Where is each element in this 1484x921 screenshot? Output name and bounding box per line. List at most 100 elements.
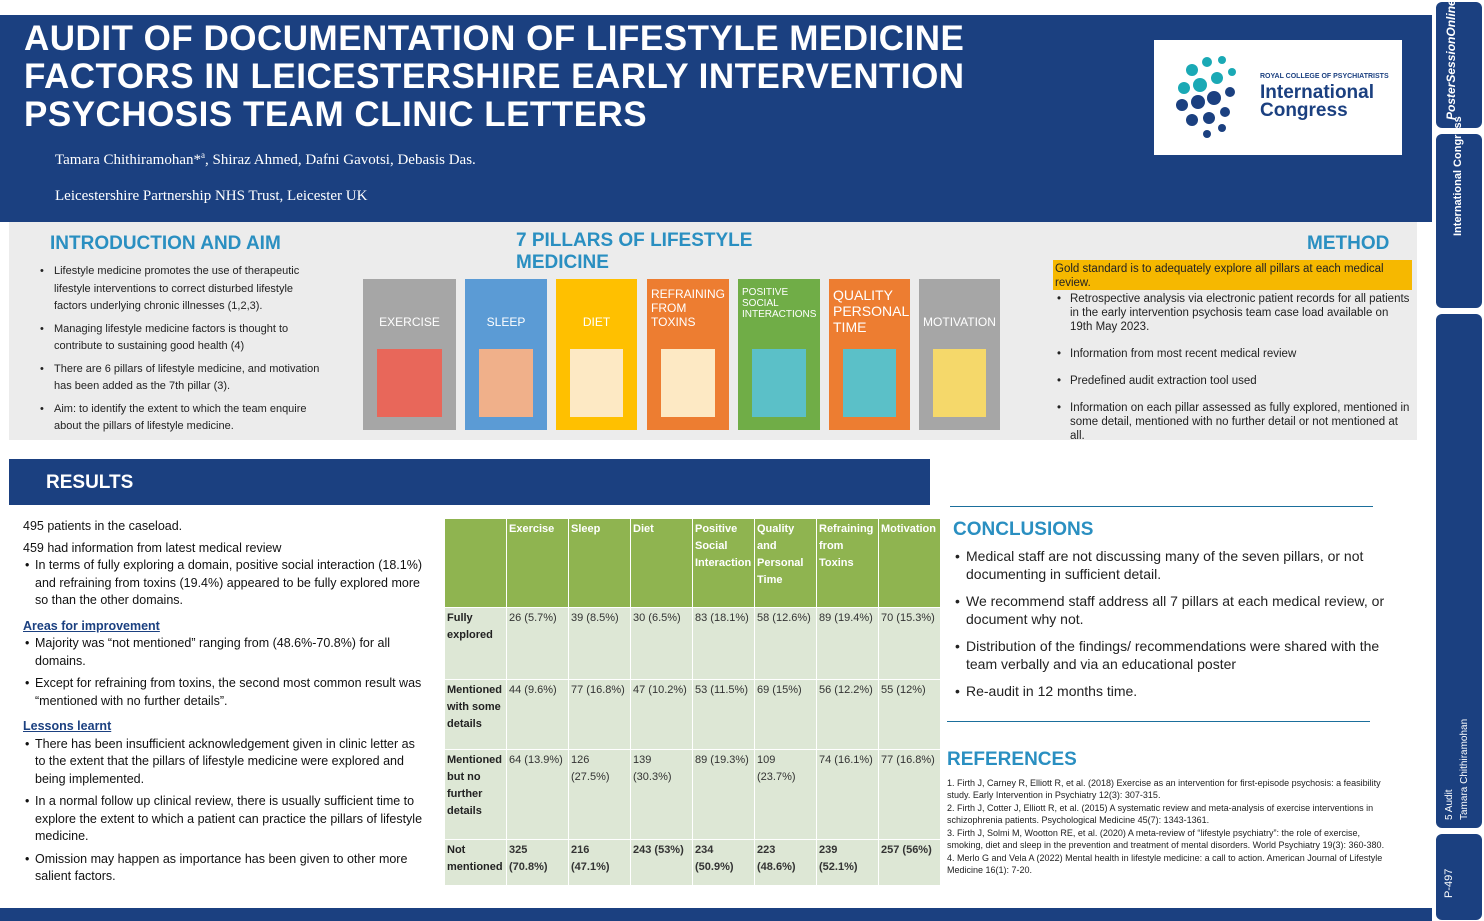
bullet: Lifestyle medicine promotes the use of t… — [38, 263, 328, 316]
pillar-icon — [843, 349, 896, 417]
rule — [950, 506, 1373, 507]
bullet: Re-audit in 12 months time. — [953, 683, 1403, 701]
pillar-label: SLEEP — [486, 315, 526, 329]
reference: 3. Firth J, Solmi M, Wootton RE, et al. … — [947, 828, 1385, 850]
cell: 239 (52.1%) — [816, 839, 879, 886]
pillar: SLEEP — [465, 279, 547, 430]
cell: 64 (13.9%) — [506, 749, 569, 840]
bullet: Information on each pillar assessed as f… — [1055, 401, 1413, 440]
list: There has been insufficient acknowledgem… — [23, 736, 423, 886]
pillar-icon — [377, 349, 442, 417]
authors: Tamara Chithiramohan*a, Shiraz Ahmed, Da… — [55, 150, 476, 169]
cell: 44 (9.6%) — [506, 679, 569, 750]
author: Tamara Chithiramohan — [1459, 718, 1470, 820]
congress: International Congress — [1452, 116, 1464, 236]
pillar-label: POSITIVE SOCIAL INTERACTIONS — [742, 287, 817, 320]
brand: PosterSessionOnline — [1444, 0, 1458, 120]
bullet: There are 6 pillars of lifestyle medicin… — [38, 361, 328, 396]
row-label: Fully explored — [444, 607, 507, 680]
pillar-label: EXERCISE — [379, 315, 440, 329]
sidebar-block — [1436, 314, 1482, 828]
cell: 126 (27.5%) — [568, 749, 631, 840]
paragraph: 495 patients in the caseload. — [23, 519, 183, 533]
sidebar-block — [1436, 2, 1482, 128]
pillar: QUALITY PERSONAL TIME — [829, 279, 910, 430]
column-header: Exercise — [506, 518, 569, 608]
pillar-icon — [752, 349, 806, 417]
sidebar-block — [1436, 134, 1482, 308]
row-label: Not mentioned — [444, 839, 507, 886]
bullet: Predefined audit extraction tool used — [1055, 374, 1413, 388]
results-band — [9, 459, 930, 505]
method-list: Retrospective analysis via electronic pa… — [1055, 292, 1413, 440]
logo-mark — [1176, 56, 1236, 138]
pillar-icon — [570, 349, 623, 417]
table-row: Not mentioned 325 (70.8%) 216 (47.1%) 243 (… — [444, 839, 941, 886]
table-row: Mentioned but no further details 64 (13.9… — [444, 749, 941, 840]
bullet: We recommend staff address all 7 pillars… — [953, 593, 1403, 628]
rule — [947, 721, 1370, 722]
cell: 243 (53%) — [630, 839, 693, 886]
list: In terms of fully exploring a domain, po… — [23, 557, 423, 610]
conclusions-list: Medical staff are not discussing many of… — [953, 548, 1403, 711]
highlight: Gold standard is to adequately explore a… — [1053, 260, 1412, 290]
bullet: In terms of fully exploring a domain, po… — [23, 557, 423, 610]
cell: 30 (6.5%) — [630, 607, 693, 680]
pillar: EXERCISE — [363, 279, 456, 430]
cell: 55 (12%) — [878, 679, 941, 750]
category: 5 Audit — [1444, 789, 1455, 820]
bullet: There has been insufficient acknowledgem… — [23, 736, 423, 789]
cell: 139 (30.3%) — [630, 749, 693, 840]
cell: 39 (8.5%) — [568, 607, 631, 680]
column-header: Refraining from Toxins — [816, 518, 879, 608]
cell: 257 (56%) — [878, 839, 941, 886]
bullet: Information from most recent medical rev… — [1055, 347, 1413, 361]
header-row: Exercise Sleep Diet Positive Social Interac… — [444, 518, 941, 608]
heading: CONCLUSIONS — [953, 519, 1094, 540]
column-header: Sleep — [568, 518, 631, 608]
logo: ROYAL COLLEGE OF PSYCHIATRISTS Internati… — [1154, 40, 1402, 155]
cell: 234 (50.9%) — [692, 839, 755, 886]
table-row: Mentioned with some details 44 (9.6%) 77 (… — [444, 679, 941, 750]
logo-line: International — [1260, 82, 1375, 103]
heading: REFERENCES — [947, 749, 1077, 770]
footer-band — [0, 908, 1432, 921]
heading: RESULTS — [46, 472, 134, 493]
author-text: , Shiraz Ahmed, Dafni Gavotsi, Debasis D… — [205, 152, 476, 168]
cell: 69 (15%) — [754, 679, 817, 750]
author-sup: a — [201, 150, 205, 160]
author-text: Tamara Chithiramohan* — [55, 152, 201, 168]
title-line: FACTORS IN LEICESTERSHIRE EARLY INTERVEN… — [24, 57, 965, 96]
column-header: Positive Social Interaction — [692, 518, 755, 608]
cell: 216 (47.1%) — [568, 839, 631, 886]
heading: INTRODUCTION AND AIM — [50, 233, 281, 254]
paragraph: 459 had information from latest medical … — [23, 540, 282, 555]
pillar: REFRAINING FROM TOXINS — [647, 279, 729, 430]
pillar: MOTIVATION — [919, 279, 1000, 430]
cell: 89 (19.4%) — [816, 607, 879, 680]
cell: 77 (16.8%) — [878, 749, 941, 840]
cell: 325 (70.8%) — [506, 839, 569, 886]
cell: 77 (16.8%) — [568, 679, 631, 750]
heading: 7 PILLARS OF LIFESTYLE MEDICINE — [516, 230, 753, 273]
bullet: In a normal follow up clinical review, t… — [23, 793, 423, 846]
title-line: AUDIT OF DOCUMENTATION OF LIFESTYLE MEDI… — [24, 19, 965, 58]
results-table: Exercise Sleep Diet Positive Social Interac… — [444, 518, 941, 886]
bullet: Retrospective analysis via electronic pa… — [1055, 292, 1413, 334]
bullet: Medical staff are not discussing many of… — [953, 548, 1403, 583]
logo-line: Congress — [1260, 100, 1348, 121]
table-row: Fully explored 26 (5.7%) 39 (8.5%) 30 (6.5%… — [444, 607, 941, 680]
subheading: Areas for improvement — [23, 618, 160, 633]
reference: 2. Firth J, Cotter J, Elliott R, et al. … — [947, 803, 1374, 825]
sidebar-block — [1436, 834, 1482, 920]
title-line: PSYCHOSIS TEAM CLINIC LETTERS — [24, 95, 648, 134]
bullet: Omission may happen as importance has be… — [23, 851, 423, 886]
pillar-icon — [661, 349, 715, 417]
reference: 1. Firth J, Carney R, Elliott R, et al. … — [947, 778, 1381, 800]
pillar-label: MOTIVATION — [923, 315, 996, 329]
list: Majority was “not mentioned” ranging fro… — [23, 635, 423, 710]
pillar: DIET — [556, 279, 637, 430]
pillar-label: QUALITY PERSONAL TIME — [833, 287, 909, 335]
row-label: Mentioned but no further details — [444, 749, 507, 840]
